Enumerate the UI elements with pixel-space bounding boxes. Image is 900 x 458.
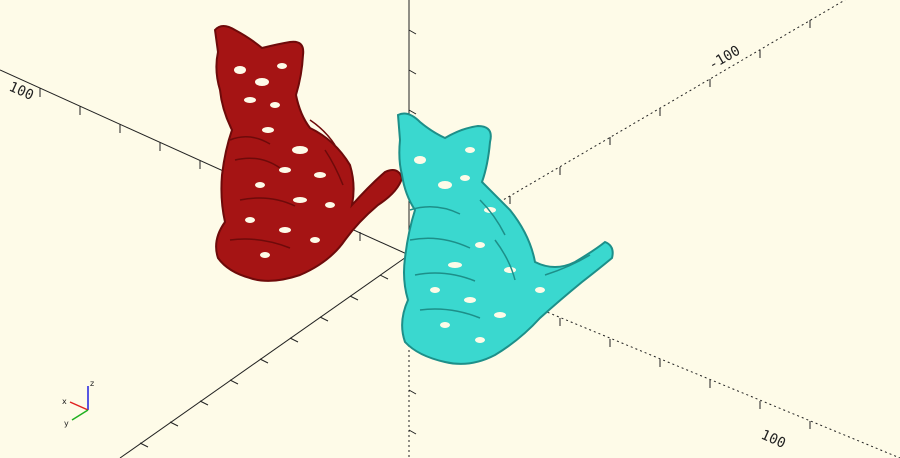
x-axis-positive	[119, 254, 410, 458]
gizmo-y-line	[71, 409, 89, 421]
cyan-cat-ridges	[409, 199, 591, 319]
cyan-cat-body[interactable]	[396, 112, 614, 365]
gizmo-x-label: x	[62, 397, 67, 406]
y-negative-ticks	[559, 318, 811, 429]
x-negative-ticks	[459, 20, 811, 233]
red-cat-body[interactable]	[213, 25, 404, 282]
gizmo-y-label: y	[64, 419, 69, 428]
gizmo-x-line	[69, 401, 89, 411]
red-cat-model[interactable]	[213, 25, 404, 282]
y-axis-label: 100	[6, 79, 36, 104]
y-axis-negative	[408, 254, 900, 458]
red-cat-ridges	[229, 119, 344, 249]
axis-gizmo: z x y	[62, 379, 94, 428]
x-negative-axis-label: -100	[706, 43, 743, 74]
cyan-cat-model[interactable]	[396, 112, 614, 365]
x-axis-ticks	[139, 274, 389, 448]
x-axis-negative	[408, 0, 846, 256]
red-cat-holes	[234, 63, 335, 258]
gizmo-z-label: z	[90, 379, 94, 388]
y-negative-axis-label: 100	[758, 427, 788, 452]
